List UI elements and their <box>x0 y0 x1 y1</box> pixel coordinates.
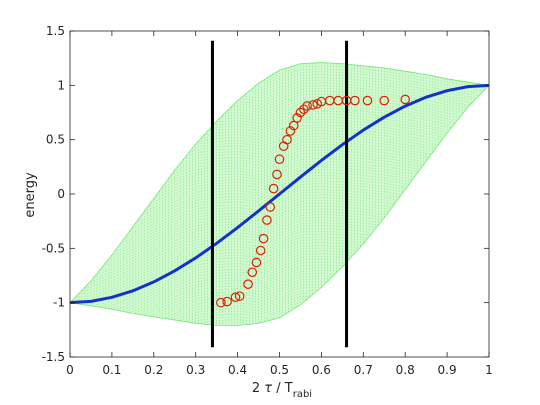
data-point <box>216 297 226 308</box>
data-point <box>302 101 312 111</box>
x-tick-label: 0.6 <box>312 363 331 377</box>
y-tick-label: 1 <box>57 78 65 92</box>
y-tick-label: -1 <box>53 296 65 310</box>
tick-layer: 0 0.1 0.2 0.3 0.4 0.5 0.6 0.7 0.8 0.9 1 -1.5 -1 -0.5 0… <box>42 24 493 377</box>
data-point <box>285 126 296 136</box>
x-tick-label: 1 <box>485 363 493 377</box>
y-tick-label: -1.5 <box>42 350 65 364</box>
data-point <box>400 94 410 105</box>
x-tick-label: 0.1 <box>102 363 121 377</box>
y-tick-label: 1.5 <box>46 24 65 38</box>
data-point <box>247 267 258 278</box>
y-tick-label: -0.5 <box>42 241 65 255</box>
data-point <box>234 291 245 301</box>
data-point <box>251 257 262 268</box>
x-label-sub: rabi <box>293 389 312 400</box>
data-point <box>268 183 279 194</box>
data-point <box>292 113 302 123</box>
x-label-mid: / T <box>272 381 293 396</box>
data-point <box>262 215 272 225</box>
data-point <box>379 95 390 106</box>
data-point <box>258 233 269 244</box>
x-label-tau: τ <box>264 381 272 396</box>
x-tick-label: 0.8 <box>396 363 415 377</box>
data-point <box>308 100 318 110</box>
x-tick-label: 0.2 <box>144 363 163 377</box>
x-tick-label: 0.4 <box>228 363 247 377</box>
x-axis-label: 2 τ / Trabi <box>252 381 312 400</box>
data-point <box>272 169 282 180</box>
line-layer <box>69 83 490 305</box>
data-point <box>299 104 309 115</box>
series-line <box>69 83 490 305</box>
y-tick-label: 0.5 <box>46 133 65 147</box>
data-point <box>282 134 292 145</box>
data-point <box>295 107 306 118</box>
marker-layer <box>216 94 410 308</box>
x-tick-label: 0.3 <box>186 363 205 377</box>
y-axis-label: energy <box>23 172 38 218</box>
vline-layer <box>210 40 349 348</box>
data-point <box>274 154 285 165</box>
x-tick-label: 0.9 <box>438 363 457 377</box>
x-label-main: 2 <box>252 381 264 396</box>
y-tick-label: 0 <box>57 187 65 201</box>
x-tick-label: 0.7 <box>354 363 373 377</box>
data-point <box>362 95 373 106</box>
data-point <box>222 296 232 307</box>
data-point <box>230 292 241 303</box>
x-tick-label: 0 <box>66 363 74 377</box>
x-tick-label: 0.5 <box>270 363 289 377</box>
data-point <box>243 279 253 289</box>
data-point <box>255 245 266 256</box>
data-point <box>265 202 276 212</box>
data-point <box>350 95 360 106</box>
